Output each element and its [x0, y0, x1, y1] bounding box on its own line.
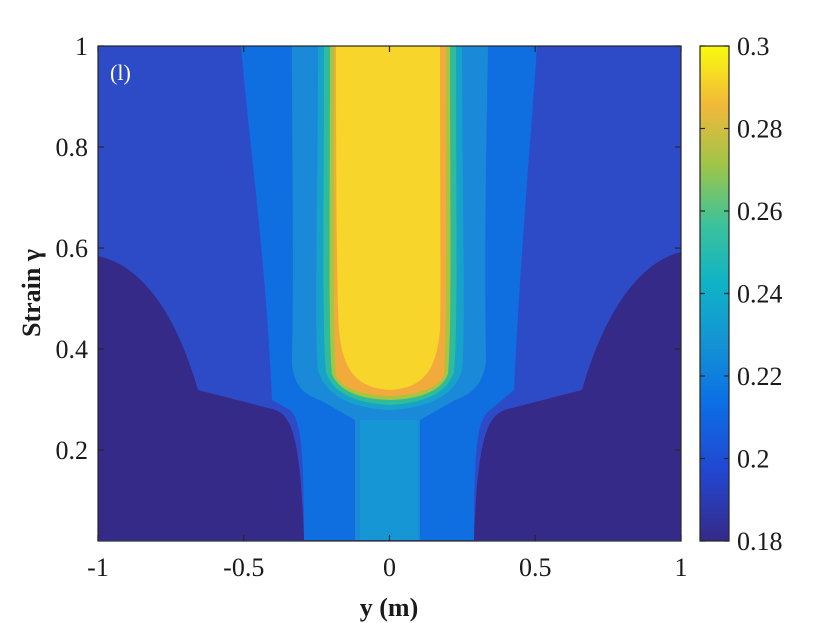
y-ticks: 0.2 0.4 0.6 0.8 1 [56, 32, 681, 465]
x-tick-label: 1 [675, 553, 688, 582]
x-ticks: -1 -0.5 0 0.5 1 [87, 46, 688, 582]
contour-region-low-left [98, 256, 304, 540]
panel-label: (l) [110, 60, 131, 85]
x-tick-label: 0 [383, 553, 396, 582]
y-tick-label: 0.4 [56, 335, 89, 364]
colorbar-ticks: 0.18 0.2 0.22 0.24 0.26 0.28 0.3 [700, 32, 783, 556]
x-tick-label: 0.5 [519, 553, 552, 582]
colorbar-tick-label: 0.26 [737, 197, 783, 226]
x-tick-label: -1 [87, 553, 109, 582]
colorbar-tick-label: 0.3 [737, 32, 770, 61]
y-tick-label: 0.8 [56, 133, 89, 162]
x-axis-label: y (m) [360, 593, 418, 622]
y-axis-label: Strain γ [17, 249, 46, 337]
contour-region-low-right [474, 252, 681, 540]
colorbar-tick-label: 0.24 [737, 280, 783, 309]
colorbar-tick-label: 0.28 [737, 115, 783, 144]
x-tick-label: -0.5 [223, 553, 264, 582]
y-tick-label: 0.2 [56, 436, 89, 465]
y-tick-label: 0.6 [56, 234, 89, 263]
colorbar-tick-label: 0.18 [737, 527, 783, 556]
colorbar-tick-label: 0.2 [737, 445, 770, 474]
colorbar-tick-label: 0.22 [737, 362, 783, 391]
contour-region-022 [360, 420, 418, 540]
contour-field [98, 46, 681, 541]
y-tick-label: 1 [75, 32, 88, 61]
contour-region-030-core [336, 46, 441, 390]
